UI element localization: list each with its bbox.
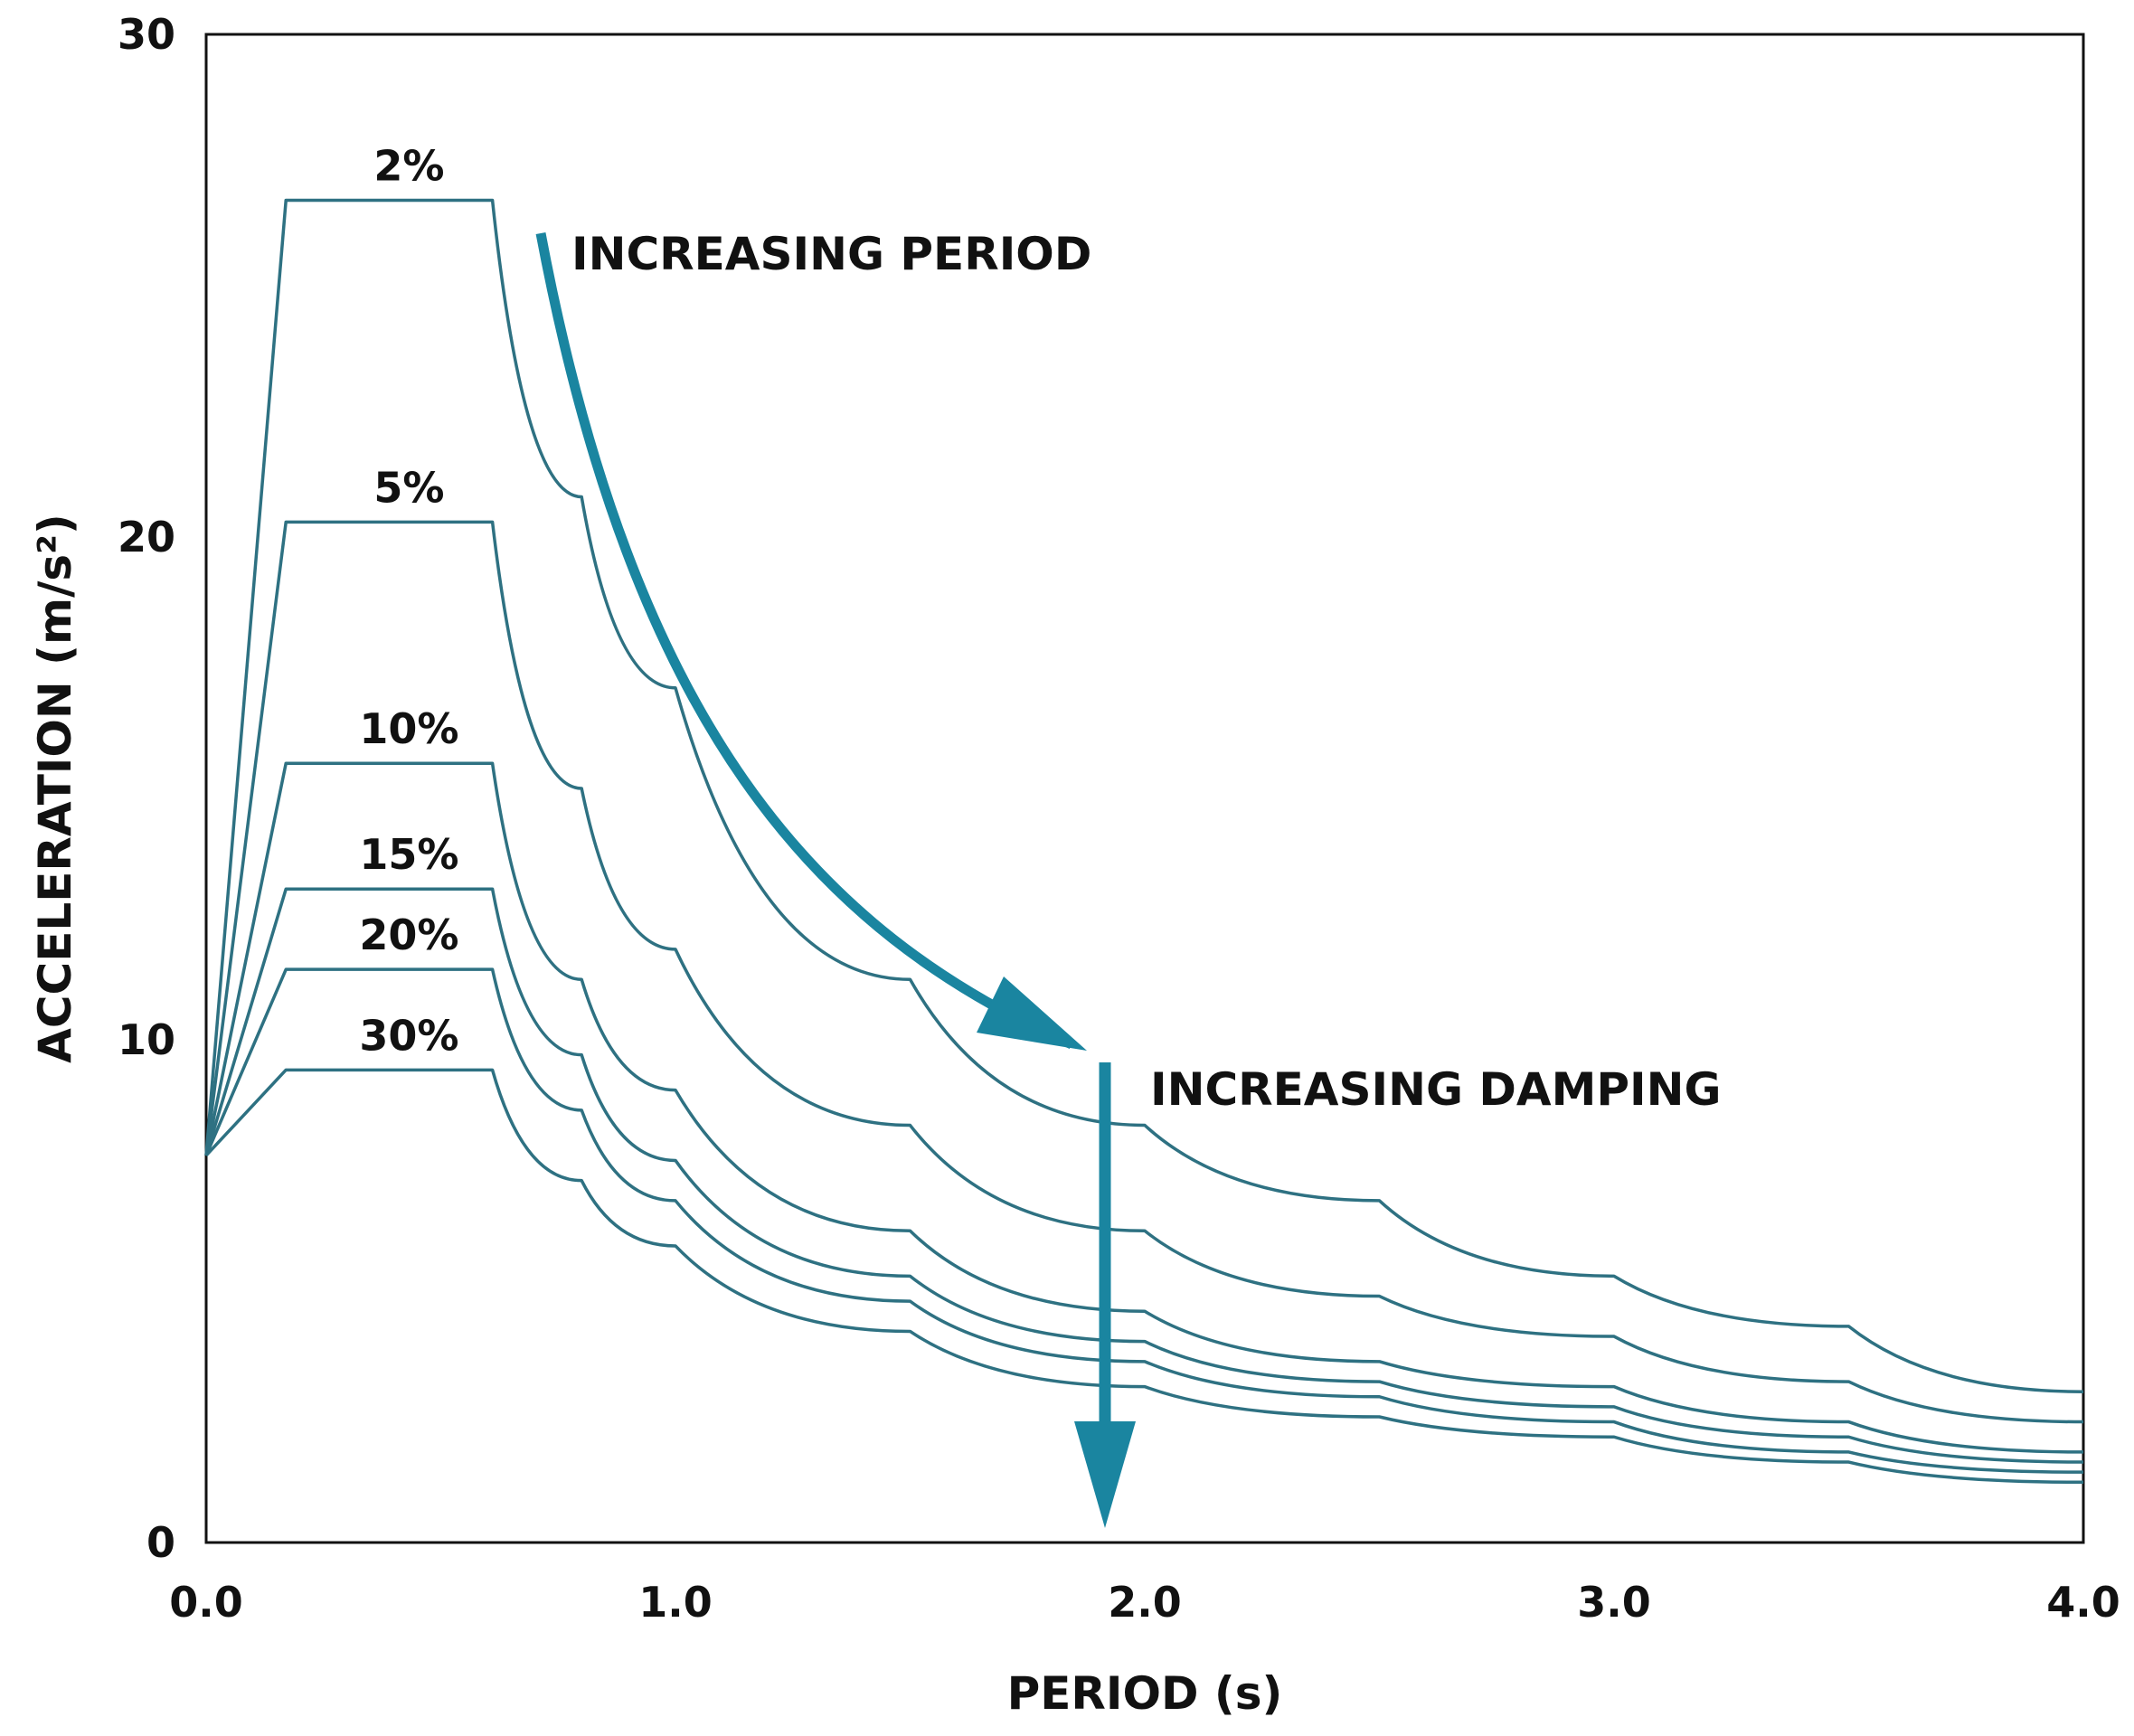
increasing-period-arrow xyxy=(535,231,1074,1050)
axis-ticks: 0.0 1.0 2.0 3.0 4.0 0 10 20 30 xyxy=(118,10,2120,1627)
y-tick-label: 30 xyxy=(118,10,175,59)
x-tick-label: 2.0 xyxy=(1108,1578,1182,1627)
x-tick-label: 4.0 xyxy=(2046,1578,2120,1627)
y-tick-label: 10 xyxy=(118,1015,175,1064)
increasing-damping-label: INCREASING DAMPING xyxy=(1150,1063,1722,1116)
series-label: 2% xyxy=(373,141,444,190)
series-label: 30% xyxy=(359,1011,458,1060)
increasing-period-arrowhead xyxy=(977,976,1087,1051)
series-line-20pct xyxy=(204,967,2084,1474)
x-axis-title: PERIOD (s) xyxy=(1007,1667,1283,1720)
plot-frame xyxy=(204,33,2085,1544)
series-line-30pct xyxy=(204,1068,2084,1485)
y-axis-title: ACCELERATION (m/s²) xyxy=(29,514,81,1063)
y-tick-label: 20 xyxy=(118,513,175,561)
series-labels: 2% 5% 10% 15% 20% 30% xyxy=(359,141,458,1060)
series-lines xyxy=(204,198,2084,1485)
x-tick-label: 3.0 xyxy=(1577,1578,1651,1627)
series-label: 20% xyxy=(359,910,458,959)
increasing-period-label: INCREASING PERIOD xyxy=(571,228,1091,280)
series-line-10pct xyxy=(204,761,2084,1454)
series-label: 10% xyxy=(359,704,458,753)
series-line-5pct xyxy=(204,520,2084,1424)
series-line-15pct xyxy=(204,887,2084,1464)
y-tick-label: 0 xyxy=(146,1518,175,1567)
x-tick-label: 0.0 xyxy=(169,1578,243,1627)
series-label: 15% xyxy=(359,830,458,879)
series-line-2pct xyxy=(204,198,2084,1393)
increasing-damping-arrowhead xyxy=(1074,1421,1136,1528)
x-tick-label: 1.0 xyxy=(638,1578,713,1627)
series-label: 5% xyxy=(373,463,444,512)
